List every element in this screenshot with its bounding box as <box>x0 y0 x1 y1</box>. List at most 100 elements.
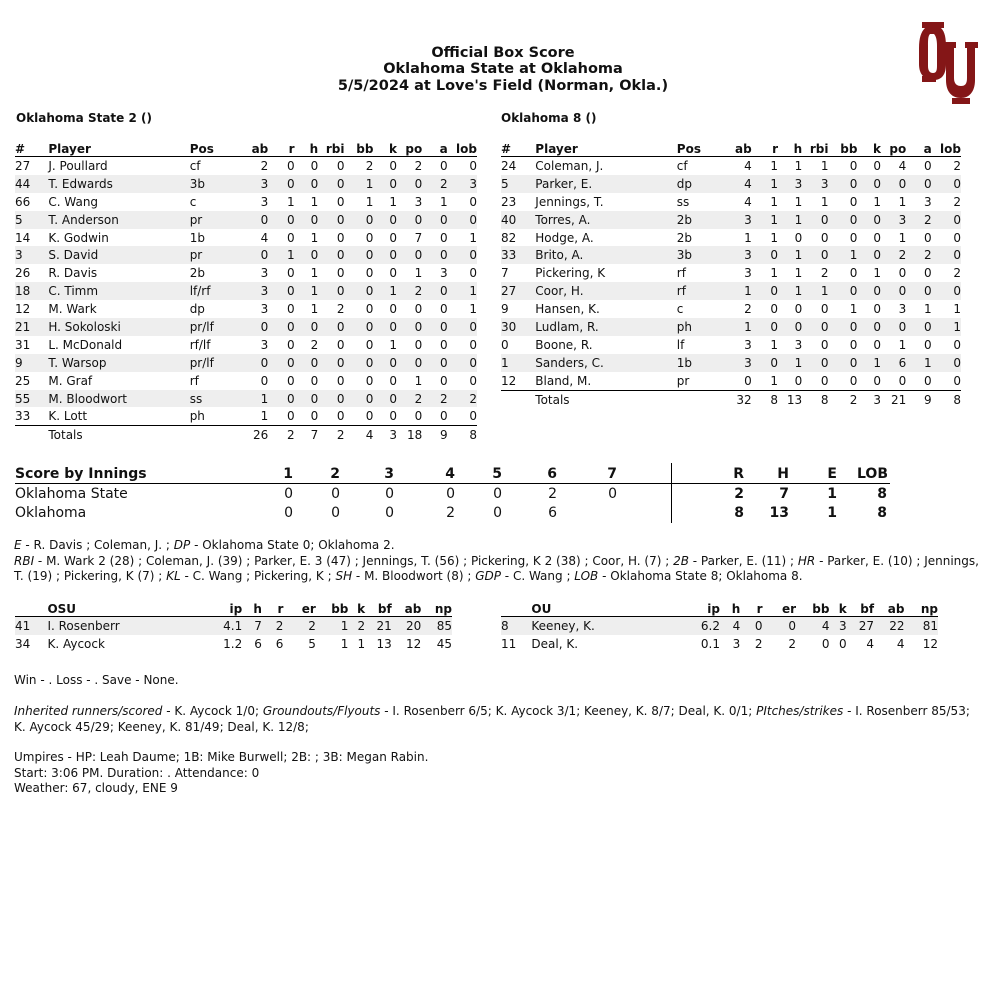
cell-r: 1 <box>770 266 779 281</box>
weather: Weather: 67, cloudy, ENE 9 <box>14 781 178 795</box>
cell-a: 1 <box>924 302 932 317</box>
pitcher-number: 11 <box>501 636 517 651</box>
cell-h: 0 <box>294 246 319 265</box>
cell-po: 2 <box>881 246 907 265</box>
cell-pos: rf <box>676 266 686 281</box>
cell-k: 0 <box>873 230 882 245</box>
inning-header: 2 <box>330 466 340 482</box>
cell-h: 0 <box>794 302 803 317</box>
cell-pos: rf <box>676 282 714 301</box>
cell-po: 1 <box>898 337 907 352</box>
column-header-h: h <box>778 141 803 157</box>
cell-rbi: 0 <box>802 210 829 229</box>
column-header-rbi: rbi <box>802 141 829 157</box>
pitcher-name: Keeney, K. <box>531 616 684 635</box>
cell-po: 0 <box>898 373 907 388</box>
cell-number: 23 <box>501 194 517 209</box>
cell-number: 82 <box>501 230 517 245</box>
cell-number: 7 <box>501 266 509 281</box>
cell-r: 1 <box>751 174 779 193</box>
cell-lob: 2 <box>953 158 961 173</box>
column-header-a: a <box>422 141 448 157</box>
cell-rbi: 0 <box>820 302 829 317</box>
inning-score: 0 <box>493 505 502 521</box>
cell-lob: 0 <box>931 174 961 193</box>
score-by-innings: Score by Innings 1 2 3 4 5 6 7 R H E LOB Oklahoma S… <box>15 463 890 525</box>
totals-k: 3 <box>373 425 398 445</box>
rhe-value-h: 13 <box>769 505 789 521</box>
cell-er: 2 <box>283 616 316 635</box>
cell-rbi: 0 <box>820 373 829 388</box>
cell-number: 30 <box>501 318 536 336</box>
cell-r: 1 <box>751 210 779 229</box>
pitcher-number: 41 <box>15 616 48 635</box>
cell-rbi: 0 <box>336 373 345 388</box>
cell-h: 0 <box>310 409 319 424</box>
cell-pos: rf <box>189 373 199 388</box>
cell-lob: 0 <box>931 210 961 229</box>
cell-pos: pr/lf <box>189 318 231 336</box>
cell-po: 0 <box>881 174 907 193</box>
cell-h: 1 <box>310 302 319 317</box>
cell-bb: 1 <box>344 174 374 193</box>
cell-a: 0 <box>924 337 932 352</box>
inning-score: 0 <box>284 505 293 521</box>
player-row: 31 L. McDonald rf/lf 3 0 2 0 0 1 0 0 0 <box>15 336 477 354</box>
cell-r: 0 <box>286 158 295 173</box>
cell-bb: 4 <box>796 616 830 635</box>
inning-score: 2 <box>446 505 455 521</box>
cell-pos: 2b <box>676 230 693 245</box>
cell-number: 1 <box>501 353 536 372</box>
rhe-value-lob: 8 <box>877 505 887 521</box>
cell-bb: 0 <box>828 318 858 336</box>
cell-pos: cf <box>189 158 201 173</box>
cell-number: 21 <box>15 318 49 336</box>
cell-number: 66 <box>15 194 31 209</box>
cell-number: 12 <box>15 302 31 317</box>
cell-rbi: 0 <box>336 409 345 424</box>
cell-player: Ludlam, R. <box>535 318 677 336</box>
cell-bb: 0 <box>849 337 858 352</box>
box-score-title: Official Box Score <box>431 45 575 61</box>
cell-k: 0 <box>373 353 398 372</box>
cell-rbi: 0 <box>802 353 829 372</box>
cell-rbi: 0 <box>336 337 345 352</box>
cell-ab: 1 <box>230 389 269 408</box>
player-row: 1 Sanders, C. 1b 3 0 1 0 0 1 6 1 0 <box>501 353 961 372</box>
cell-po: 0 <box>414 302 423 317</box>
inning-score: 2 <box>548 486 557 502</box>
cell-a: 1 <box>906 353 932 372</box>
totals-a: 9 <box>906 389 932 409</box>
cell-k: 3 <box>829 616 847 635</box>
cell-ab: 0 <box>260 373 269 388</box>
cell-player: Bland, M. <box>535 373 592 388</box>
cell-np: 85 <box>421 616 452 635</box>
cell-number: 14 <box>15 230 31 245</box>
cell-lob: 0 <box>469 409 477 424</box>
cell-h: 1 <box>778 282 803 301</box>
rhe-header-e: E <box>827 466 837 482</box>
cell-number: 27 <box>501 282 536 301</box>
cell-r: 0 <box>286 337 295 352</box>
inning-header: 4 <box>445 466 455 482</box>
cell-r: 0 <box>268 318 295 336</box>
cell-r: 1 <box>770 337 779 352</box>
cell-bf: 13 <box>376 636 392 651</box>
column-header-pos: Pos <box>676 141 714 157</box>
cell-rbi: 0 <box>318 246 345 265</box>
cell-pos: 2b <box>676 210 714 229</box>
cell-player: Jennings, T. <box>535 194 604 209</box>
pitcher-number: 8 <box>501 616 532 635</box>
cell-a: 0 <box>422 353 448 372</box>
column-header-bb: bb <box>828 141 858 157</box>
totals-ab: 32 <box>713 389 752 409</box>
column-header-number: # <box>501 141 536 157</box>
cell-k: 0 <box>857 318 882 336</box>
cell-a: 0 <box>422 282 448 301</box>
column-header-r: r <box>751 141 779 157</box>
cell-lob: 0 <box>447 210 477 229</box>
cell-r: 1 <box>770 373 779 388</box>
cell-lob: 0 <box>931 246 961 265</box>
cell-bb: 0 <box>344 353 374 372</box>
cell-a: 0 <box>924 230 932 245</box>
